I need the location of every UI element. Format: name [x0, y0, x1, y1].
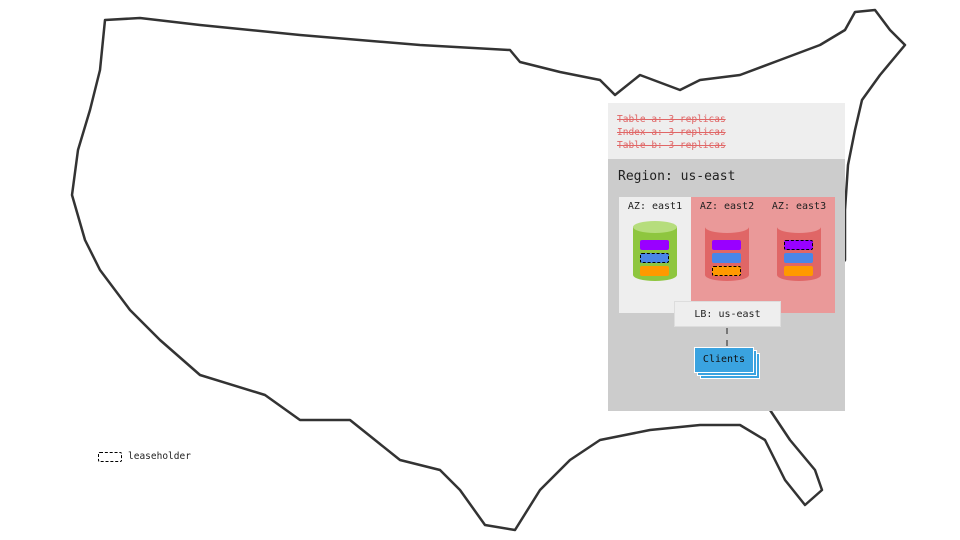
- range-blue: [640, 253, 669, 263]
- range-purple: [640, 240, 669, 250]
- az-box: AZ: east1: [619, 197, 691, 313]
- range-orange: [640, 266, 669, 276]
- range-purple: [712, 240, 741, 250]
- database-cylinder: [633, 221, 677, 287]
- az-label: AZ: east1: [627, 201, 683, 212]
- database-cylinder: [705, 221, 749, 287]
- range-purple: [784, 240, 813, 250]
- leaseholder-legend-swatch: [98, 452, 122, 462]
- clients-box: Clients: [694, 347, 754, 373]
- range-orange: [712, 266, 741, 276]
- load-balancer: LB: us-east: [674, 301, 781, 327]
- database-cylinder: [777, 221, 821, 287]
- range-orange: [784, 266, 813, 276]
- legend-label: leaseholder: [128, 451, 191, 462]
- replica-note: Table b: 3 replicas: [617, 140, 726, 151]
- replica-note: Table a: 3 replicas: [617, 114, 726, 125]
- az-label: AZ: east2: [699, 201, 755, 212]
- az-box: AZ: east2: [691, 197, 763, 313]
- replica-notes-panel: Table a: 3 replicas Index a: 3 replicas …: [608, 103, 845, 159]
- range-blue: [712, 253, 741, 263]
- region-label: Region: us-east: [618, 169, 736, 184]
- replica-note: Index a: 3 replicas: [617, 127, 726, 138]
- lb-client-connector: [726, 328, 728, 346]
- range-blue: [784, 253, 813, 263]
- az-label: AZ: east3: [771, 201, 827, 212]
- az-box: AZ: east3: [763, 197, 835, 313]
